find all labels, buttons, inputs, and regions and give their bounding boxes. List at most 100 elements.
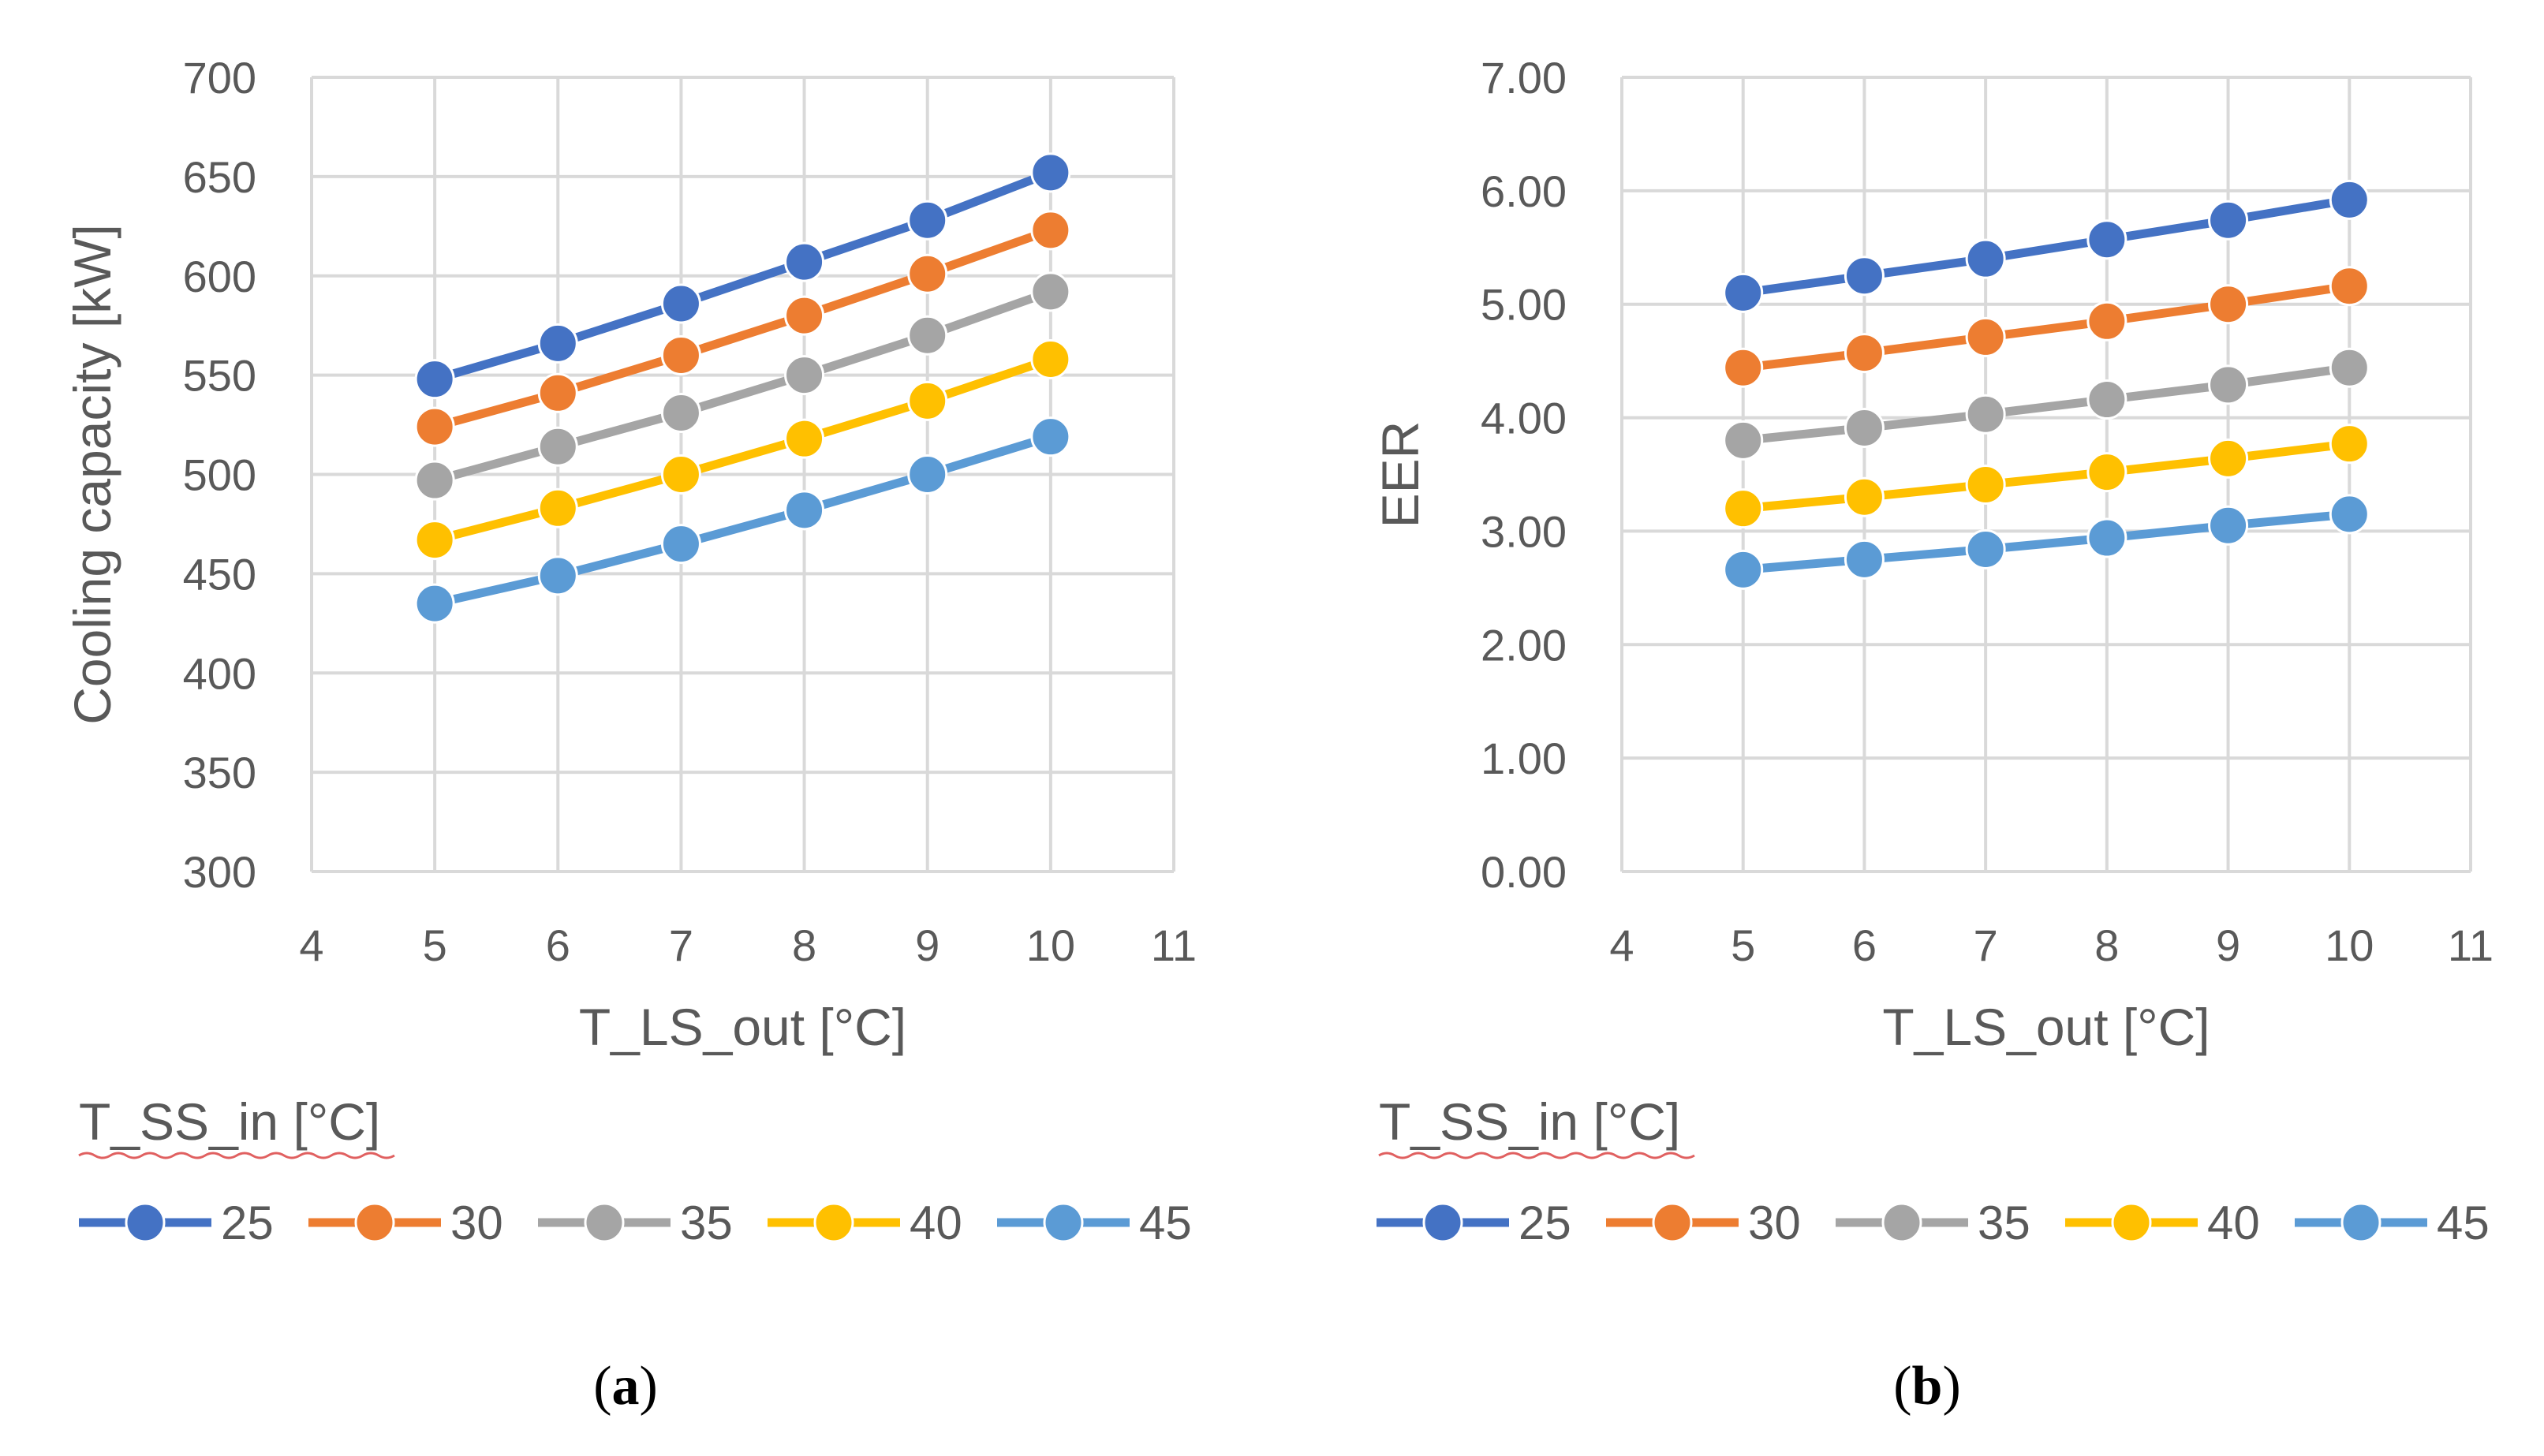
x-tick-label: 7 — [1974, 920, 1998, 970]
x-tick-label: 6 — [1852, 920, 1877, 970]
data-point — [907, 380, 948, 421]
legend-item-45: 45 — [2295, 1197, 2490, 1249]
data-point — [2208, 284, 2249, 325]
legend-item-25: 25 — [1377, 1197, 1571, 1249]
legend-marker — [1043, 1202, 1084, 1243]
data-point — [660, 392, 701, 433]
panel-paren-open: ( — [593, 1356, 611, 1417]
series-45 — [414, 416, 1071, 624]
data-point — [1844, 408, 1885, 449]
y-axis-title: Cooling capacity [kW] — [63, 224, 121, 725]
x-tick-label: 4 — [1609, 920, 1634, 970]
legend-item-40: 40 — [2065, 1197, 2260, 1249]
data-point — [2208, 364, 2249, 405]
data-point — [2329, 266, 2370, 307]
legend-item-30: 30 — [308, 1197, 503, 1249]
x-tick-label: 10 — [2325, 920, 2374, 970]
data-point — [414, 406, 455, 447]
legend-marker — [2340, 1202, 2381, 1243]
legend-marker — [125, 1202, 166, 1243]
x-tick-label: 8 — [792, 920, 816, 970]
series-line — [1743, 510, 2350, 574]
legend-label: 25 — [221, 1197, 274, 1249]
legend-label: 35 — [1978, 1197, 2030, 1249]
y-tick-label: 500 — [183, 450, 256, 500]
legend-marker — [1881, 1202, 1922, 1243]
x-tick-label: 9 — [2216, 920, 2240, 970]
y-tick-label: 600 — [183, 252, 256, 301]
x-tick-label: 8 — [2094, 920, 2119, 970]
data-point — [660, 454, 701, 495]
series-line — [433, 432, 1052, 608]
legend-item-45: 45 — [997, 1197, 1192, 1249]
y-tick-label: 650 — [183, 152, 256, 202]
legend-label: 40 — [910, 1197, 962, 1249]
legend-label: 30 — [1748, 1197, 1801, 1249]
legend-marker — [1422, 1202, 1463, 1243]
data-point — [1723, 347, 1764, 388]
data-point — [1723, 488, 1764, 529]
data-point — [1965, 238, 2006, 279]
data-point — [414, 359, 455, 400]
data-point — [1844, 476, 1885, 517]
data-point — [1965, 394, 2006, 435]
legend-item-35: 35 — [538, 1197, 733, 1249]
y-tick-label: 550 — [183, 351, 256, 401]
data-point — [537, 426, 578, 467]
y-tick-label: 450 — [183, 549, 256, 599]
x-tick-label: 11 — [1151, 920, 1197, 970]
data-point — [537, 487, 578, 528]
data-point — [2329, 494, 2370, 535]
y-tick-label: 1.00 — [1481, 734, 1567, 783]
data-point — [2086, 452, 2127, 493]
y-axis-title: EER — [1371, 421, 1429, 528]
legend-marker — [584, 1202, 625, 1243]
data-point — [907, 253, 948, 294]
series-30 — [414, 210, 1071, 447]
x-axis-title: T_LS_out [°C] — [1882, 998, 2210, 1056]
data-point — [1844, 539, 1885, 580]
data-point — [1844, 256, 1885, 297]
data-point — [537, 372, 578, 413]
y-tick-label: 0.00 — [1481, 847, 1567, 897]
y-tick-label: 300 — [183, 847, 256, 897]
legend-label: 40 — [2207, 1197, 2260, 1249]
legend-title: T_SS_in [°C] — [1379, 1092, 1680, 1151]
x-tick-label: 6 — [546, 920, 570, 970]
data-point — [784, 241, 825, 282]
data-point — [2208, 200, 2249, 241]
y-tick-label: 5.00 — [1481, 280, 1567, 330]
chart-panel-b: 0.001.002.003.004.005.006.007.004 5 6 7 8 9 10… — [1371, 53, 2494, 1417]
y-tick-label: 700 — [183, 53, 256, 103]
legend-label: 45 — [1139, 1197, 1192, 1249]
panel-label: (b) — [1893, 1356, 1961, 1417]
data-point — [1965, 316, 2006, 357]
data-point — [2086, 517, 2127, 558]
data-point — [1723, 420, 1764, 461]
data-point — [2208, 438, 2249, 479]
series-25 — [1723, 179, 2370, 313]
data-point — [907, 454, 948, 495]
data-point — [1030, 416, 1071, 457]
series-45 — [1723, 494, 2370, 590]
y-tick-label: 4.00 — [1481, 394, 1567, 443]
legend-title: T_SS_in [°C] — [79, 1092, 380, 1151]
series-35 — [414, 271, 1071, 501]
series-line — [1743, 282, 2351, 372]
data-point — [1030, 271, 1071, 312]
data-point — [784, 418, 825, 459]
y-tick-label: 3.00 — [1481, 506, 1567, 556]
data-point — [2329, 347, 2370, 388]
panel-paren-close: ) — [1942, 1356, 1960, 1417]
y-tick-label: 2.00 — [1481, 620, 1567, 670]
data-point — [2086, 379, 2127, 420]
series-line — [1742, 195, 2351, 297]
series-line — [1743, 363, 2351, 445]
y-tick-label: 6.00 — [1481, 166, 1567, 216]
data-point — [1965, 464, 2006, 505]
data-point — [784, 490, 825, 531]
x-tick-label: 5 — [423, 920, 447, 970]
legend-label: 35 — [680, 1197, 733, 1249]
